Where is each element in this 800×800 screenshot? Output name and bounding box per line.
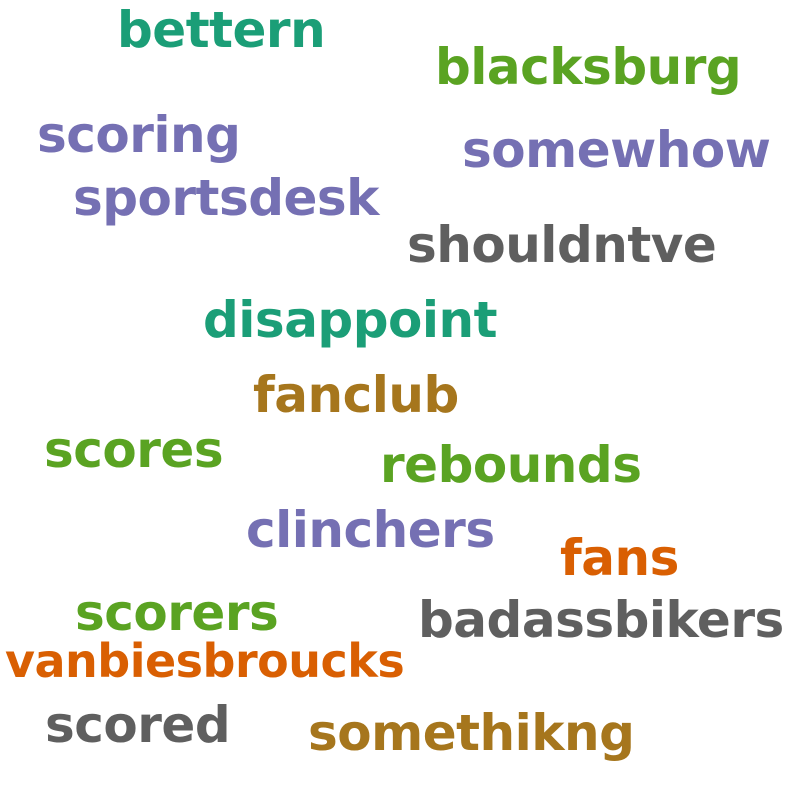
word-badassbikers: badassbikers [418,591,784,649]
word-clinchers: clinchers [246,501,495,559]
word-disappoint: disappoint [203,291,498,349]
word-fanclub: fanclub [253,366,459,424]
word-blacksburg: blacksburg [435,38,742,96]
word-somewhow: somewhow [462,121,771,179]
word-shouldntve: shouldntve [407,216,717,274]
word-sportsdesk: sportsdesk [73,169,379,227]
word-rebounds: rebounds [380,436,642,494]
word-vanbiesbroucks: vanbiesbroucks [5,634,405,688]
word-scorers: scorers [75,584,279,642]
word-bettern: bettern [117,1,326,59]
word-scoring: scoring [37,106,241,164]
word-scores: scores [44,421,224,479]
word-somethikng: somethikng [308,704,635,762]
word-scored: scored [45,696,231,754]
word-fans: fans [560,529,679,587]
